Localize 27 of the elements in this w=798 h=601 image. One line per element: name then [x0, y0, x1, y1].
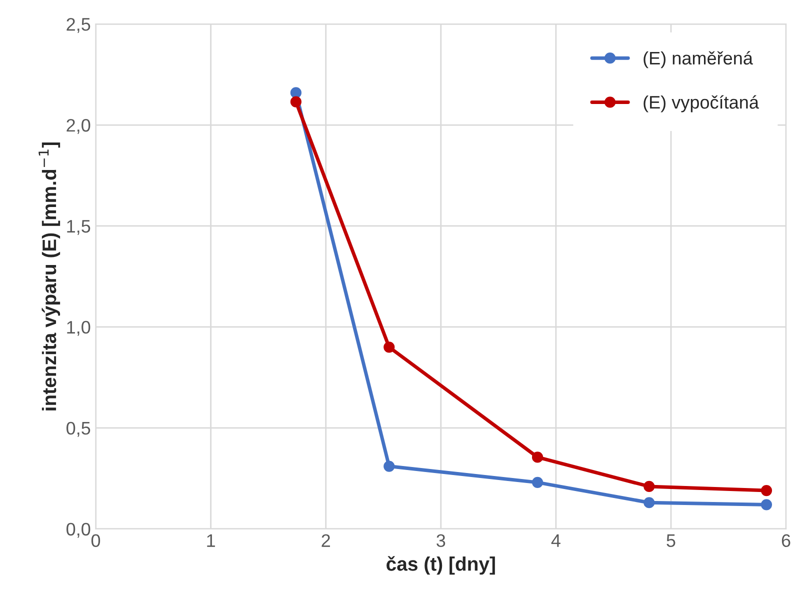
point: [384, 342, 395, 353]
x-tick-label: 2: [322, 534, 330, 547]
point: [532, 452, 544, 463]
x-tick-label: 3: [436, 534, 446, 548]
y-tick-label: 0,5: [66, 422, 90, 437]
y-tick-label: 1,5: [67, 220, 90, 235]
y-tick-label: 2,0: [66, 118, 90, 134]
y-tick-label: 0,0: [66, 522, 90, 538]
legend-label: (E) vypočítaná: [644, 95, 759, 112]
point: [760, 499, 772, 510]
x-tick-label: 4: [551, 534, 560, 547]
y-tick-label: 1,0: [67, 320, 90, 336]
point: [760, 484, 772, 496]
x-tick-label: 0: [91, 534, 100, 548]
x-tick-label: 5: [666, 534, 676, 548]
x-tick-label: 1: [207, 534, 215, 547]
y-axis-title: intenzita výparu (E) [mm.d$^{−1}$]: [38, 142, 60, 410]
point: [644, 497, 655, 508]
point: [384, 460, 395, 472]
y-tick-label: 2,5: [66, 18, 90, 33]
point: [290, 87, 302, 98]
point: [532, 476, 544, 488]
x-axis-title: čas (t) [dny]: [386, 556, 495, 575]
legend-label: (E) naměřená: [644, 51, 753, 68]
point: [290, 96, 302, 108]
x-tick-label: 6: [782, 534, 790, 548]
point: [644, 480, 655, 492]
